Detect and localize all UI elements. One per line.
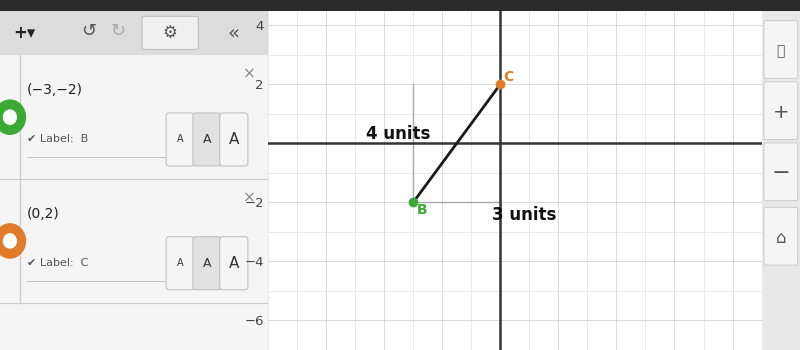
Text: C: C (503, 70, 514, 84)
Text: A: A (229, 256, 239, 271)
Text: A: A (202, 133, 211, 146)
Circle shape (3, 234, 16, 248)
Circle shape (0, 224, 26, 258)
Text: A: A (177, 134, 183, 145)
FancyBboxPatch shape (166, 237, 194, 290)
FancyBboxPatch shape (142, 16, 198, 49)
Text: 3 units: 3 units (491, 206, 556, 224)
FancyBboxPatch shape (764, 208, 798, 265)
Text: ×: × (243, 66, 256, 81)
Text: (0,2): (0,2) (27, 207, 59, 221)
Text: A: A (177, 258, 183, 268)
Text: ×: × (243, 190, 256, 205)
Text: −: − (771, 163, 790, 183)
Text: ✔ Label:  C: ✔ Label: C (27, 258, 88, 268)
FancyBboxPatch shape (764, 21, 798, 78)
Text: +: + (773, 103, 789, 122)
Text: 🔧: 🔧 (777, 44, 785, 58)
FancyBboxPatch shape (166, 113, 194, 166)
Text: A: A (202, 257, 211, 270)
Text: (−3,−2): (−3,−2) (27, 83, 83, 97)
Circle shape (0, 100, 26, 134)
Text: A: A (229, 132, 239, 147)
Text: ↻: ↻ (110, 22, 126, 40)
FancyBboxPatch shape (764, 82, 798, 140)
FancyBboxPatch shape (193, 237, 221, 290)
Text: «: « (227, 23, 239, 42)
Circle shape (3, 110, 16, 124)
FancyBboxPatch shape (220, 113, 248, 166)
Text: +▾: +▾ (13, 24, 35, 42)
Text: ✔ Label:  B: ✔ Label: B (27, 134, 88, 145)
Text: ↺: ↺ (81, 22, 96, 40)
FancyBboxPatch shape (220, 237, 248, 290)
Text: ⚙: ⚙ (162, 24, 178, 42)
Text: B: B (417, 203, 427, 217)
Text: ⌂: ⌂ (775, 229, 786, 247)
FancyBboxPatch shape (764, 143, 798, 201)
FancyBboxPatch shape (193, 113, 221, 166)
Text: 4 units: 4 units (366, 125, 431, 143)
